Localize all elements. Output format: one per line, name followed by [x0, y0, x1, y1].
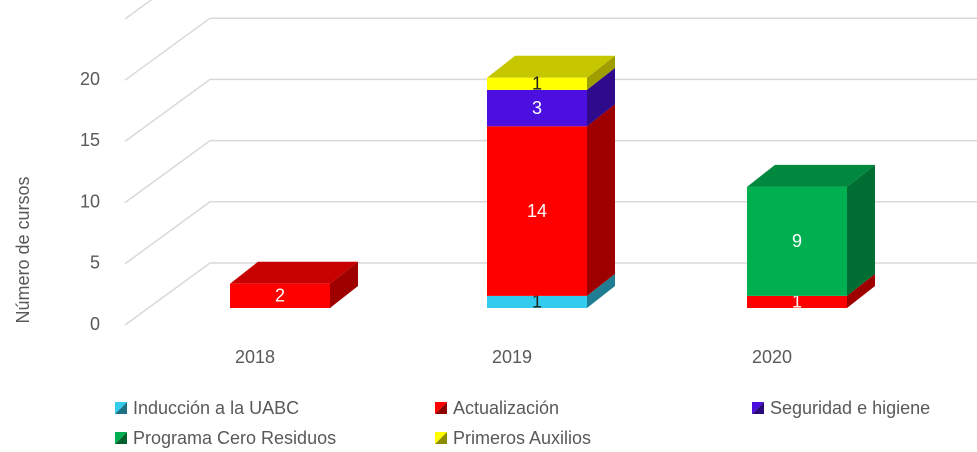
bar-front: [747, 295, 847, 308]
grid-line: [124, 262, 977, 326]
bar-top: [230, 261, 358, 284]
value-label: 1: [532, 74, 542, 94]
bar-segment: [487, 67, 615, 127]
bar-front: [487, 126, 587, 296]
value-label: 1: [532, 292, 542, 312]
legend-item: Actualización: [435, 398, 559, 418]
legend-swatch: [435, 432, 447, 444]
bar-front: [747, 186, 847, 296]
legend-item: Inducción a la UABC: [115, 398, 299, 418]
bar-side: [587, 104, 615, 296]
legend-swatch: [115, 402, 127, 414]
bar-side: [587, 273, 615, 308]
legend-item: Programa Cero Residuos: [115, 428, 336, 448]
value-label: 9: [792, 231, 802, 251]
bar-side: [847, 164, 875, 296]
bar-front: [487, 295, 587, 308]
grid-line: [124, 139, 977, 204]
legend-label: Inducción a la UABC: [133, 398, 299, 418]
x-tick-label: 2018: [235, 347, 275, 367]
legend-label: Primeros Auxilios: [453, 428, 591, 448]
y-tick-label: 5: [90, 253, 100, 273]
bar-side: [330, 261, 358, 308]
grid-frame: [124, 0, 153, 20]
bar-segment: [230, 261, 358, 308]
y-tick-label: 15: [80, 130, 100, 150]
x-tick-label: 2020: [752, 347, 792, 367]
bar-top: [487, 55, 615, 78]
value-label: 2: [275, 286, 285, 306]
value-label: 3: [532, 98, 542, 118]
bar-front: [230, 283, 330, 308]
legend-label: Actualización: [453, 398, 559, 418]
grid-line: [124, 201, 977, 265]
y-tick-label: 20: [80, 69, 100, 89]
y-axis-title: Número de cursos: [13, 176, 33, 323]
legend-item: Primeros Auxilios: [435, 428, 591, 448]
y-tick-label: 10: [80, 191, 100, 211]
grid-line: [124, 17, 977, 81]
value-label: 14: [527, 201, 547, 221]
bar-segment: [747, 273, 875, 308]
bar-segment: [487, 104, 615, 296]
bar-top: [747, 164, 875, 187]
bar-front: [487, 89, 587, 127]
legend-label: Programa Cero Residuos: [133, 428, 336, 448]
legend-label: Seguridad e higiene: [770, 398, 930, 418]
legend-swatch: [435, 402, 447, 414]
bar-side: [847, 273, 875, 308]
x-tick-label: 2019: [492, 347, 532, 367]
bar-front: [487, 77, 587, 90]
bar-segment: [747, 164, 875, 296]
legend-swatch: [115, 432, 127, 444]
value-label: 1: [792, 292, 802, 312]
grid-line: [124, 78, 977, 143]
legend-swatch: [752, 402, 764, 414]
y-tick-label: 0: [90, 314, 100, 334]
bar-side: [587, 55, 615, 90]
bar-segment: [487, 273, 615, 308]
legend-item: Seguridad e higiene: [752, 398, 930, 418]
bar-side: [587, 67, 615, 127]
bar-segment: [487, 55, 615, 90]
